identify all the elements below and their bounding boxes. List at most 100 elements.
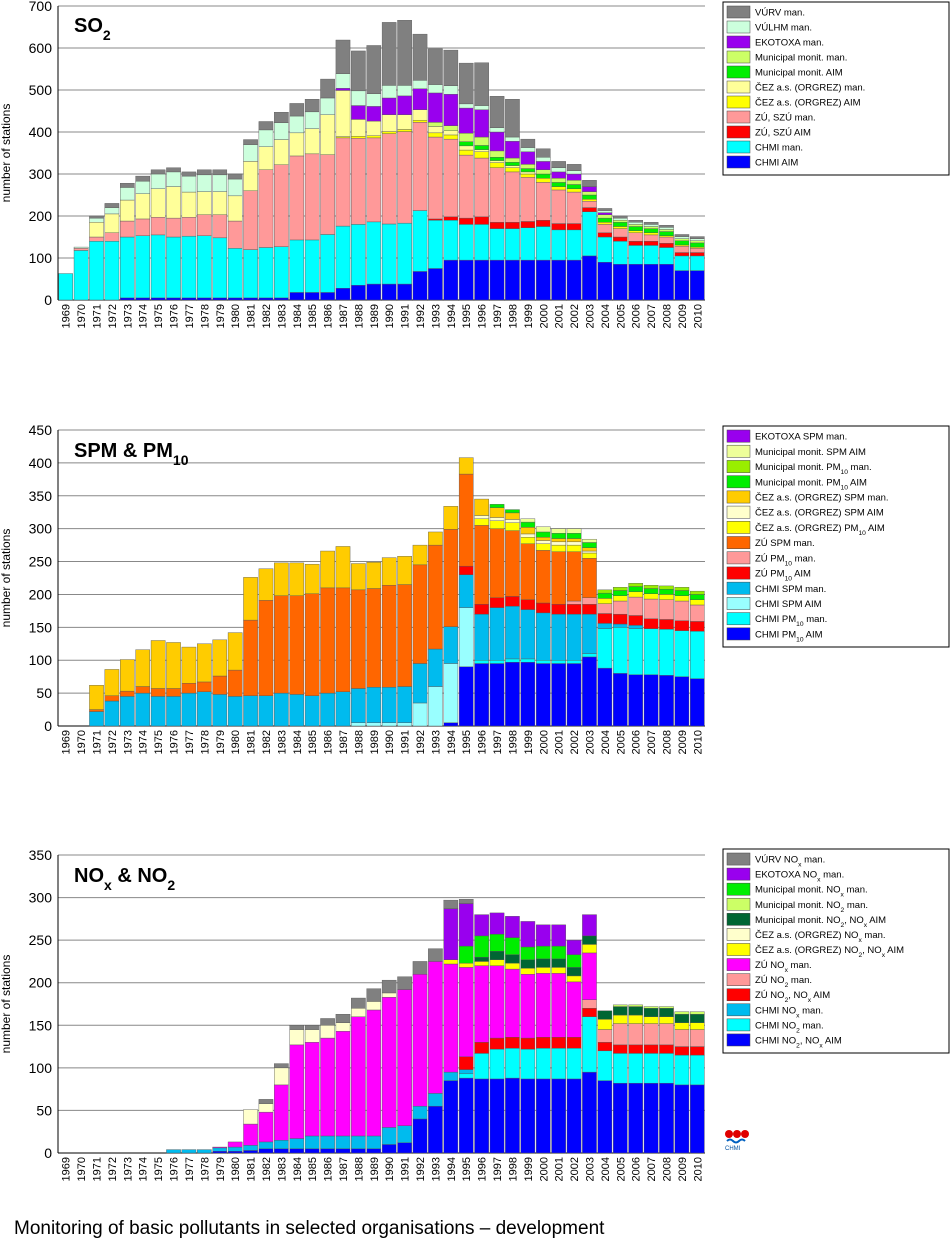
bar-segment <box>258 695 274 727</box>
bar-segment <box>690 1022 705 1030</box>
x-tick-label: 1984 <box>292 1157 304 1181</box>
bar-segment <box>212 1146 228 1149</box>
bar-segment <box>351 135 366 139</box>
legend-entry: ČEZ a.s. (ORGREZ) NO2, NOx AIM <box>755 945 904 959</box>
bar-segment <box>428 219 443 269</box>
bar-segment <box>443 216 459 221</box>
bar-segment <box>535 660 551 664</box>
bar-segment <box>674 1054 690 1086</box>
bar-segment <box>381 22 397 86</box>
bar-segment <box>474 1053 489 1080</box>
bar-segment <box>505 136 520 142</box>
x-tick-label: 2006 <box>631 730 643 754</box>
bar-segment <box>612 627 628 674</box>
y-tick-label: 300 <box>29 521 53 537</box>
y-tick-label: 200 <box>29 975 53 991</box>
bar-segment <box>690 242 705 248</box>
x-tick-label: 2006 <box>631 304 643 328</box>
bar-segment <box>505 99 520 138</box>
bar-segment <box>150 169 166 175</box>
bar-segment <box>428 126 443 134</box>
legend-entry: ČEZ a.s. (ORGREZ) AIM <box>755 98 861 109</box>
legend-swatch <box>726 521 751 534</box>
bar-segment <box>489 222 505 229</box>
legend-swatch <box>726 551 751 565</box>
y-tick-label: 100 <box>29 1060 53 1076</box>
bar-segment <box>520 527 536 535</box>
bar-segment <box>535 550 551 604</box>
bar-segment <box>397 989 412 1126</box>
bar-segment <box>551 613 566 661</box>
bar-segment <box>320 587 335 694</box>
bar-segment <box>458 1069 474 1075</box>
bar-segment <box>243 1150 258 1154</box>
legend-swatch <box>726 429 751 443</box>
bar-segment <box>582 552 597 559</box>
bar-segment <box>335 1031 351 1137</box>
bar-segment <box>582 180 597 187</box>
bar-segment <box>597 589 613 594</box>
bar-segment <box>535 540 551 544</box>
x-tick-label: 1976 <box>169 304 181 328</box>
bar-segment <box>289 1029 305 1046</box>
x-tick-label: 1973 <box>122 304 134 328</box>
legend-entry: ZÚ SPM man. <box>755 538 815 549</box>
bar-segment <box>366 221 382 285</box>
bar-segment <box>135 692 151 727</box>
x-tick-label: 1992 <box>415 1157 427 1181</box>
x-tick-label: 1982 <box>261 730 273 754</box>
bar-segment <box>351 285 366 301</box>
y-tick-label: 250 <box>29 932 53 948</box>
bar-segment <box>397 1125 412 1143</box>
x-tick-label: 1997 <box>492 730 504 754</box>
bar-segment <box>674 246 690 253</box>
bar-segment <box>73 246 89 249</box>
bar-segment <box>597 224 613 233</box>
bar-segment <box>674 595 690 602</box>
bar-segment <box>135 218 151 236</box>
bar-segment <box>474 498 489 516</box>
bar-segment <box>443 138 459 218</box>
bar-segment <box>520 1037 536 1050</box>
bar-segment <box>458 145 474 151</box>
bar-segment <box>227 1151 243 1154</box>
bar-segment <box>458 962 474 968</box>
bar-segment <box>412 564 428 664</box>
bar-segment <box>551 663 566 727</box>
bar-segment <box>150 234 166 299</box>
bar-segment <box>535 1048 551 1080</box>
y-tick-label: 700 <box>29 0 53 14</box>
x-tick-label: 2004 <box>600 304 612 328</box>
x-tick-label: 1994 <box>446 730 458 754</box>
bar-segment <box>520 533 536 538</box>
x-tick-label: 1998 <box>507 730 519 754</box>
bar-segment <box>489 607 505 661</box>
bar-segment <box>304 695 320 727</box>
bar-segment <box>397 976 412 990</box>
bar-segment <box>474 965 489 1043</box>
x-tick-label: 1991 <box>400 730 412 754</box>
y-tick-label: 400 <box>29 124 53 140</box>
bar-segment <box>643 618 659 629</box>
y-axis-label: number of stations <box>0 104 13 203</box>
bar-segment <box>489 528 505 598</box>
bar-segment <box>535 967 551 974</box>
bar-segment <box>304 593 320 696</box>
legend-entry: Municipal monit. NOx man. <box>755 885 868 899</box>
bar-segment <box>520 1078 536 1154</box>
bar-segment <box>166 688 181 697</box>
bar-segment <box>582 194 597 200</box>
bar-segment <box>582 656 597 727</box>
x-tick-label: 1995 <box>461 304 473 328</box>
bar-segment <box>643 240 659 246</box>
bar-segment <box>612 587 628 591</box>
bar-segment <box>674 1022 690 1030</box>
legend-entry: CHMI AIM <box>755 158 798 169</box>
bar-segment <box>197 691 212 727</box>
bar-segment <box>535 945 551 960</box>
bar-segment <box>335 587 351 692</box>
x-tick-label: 1980 <box>230 304 242 328</box>
bar-segment <box>258 121 274 131</box>
bar-segment <box>443 1080 459 1154</box>
bar-segment <box>612 623 628 628</box>
